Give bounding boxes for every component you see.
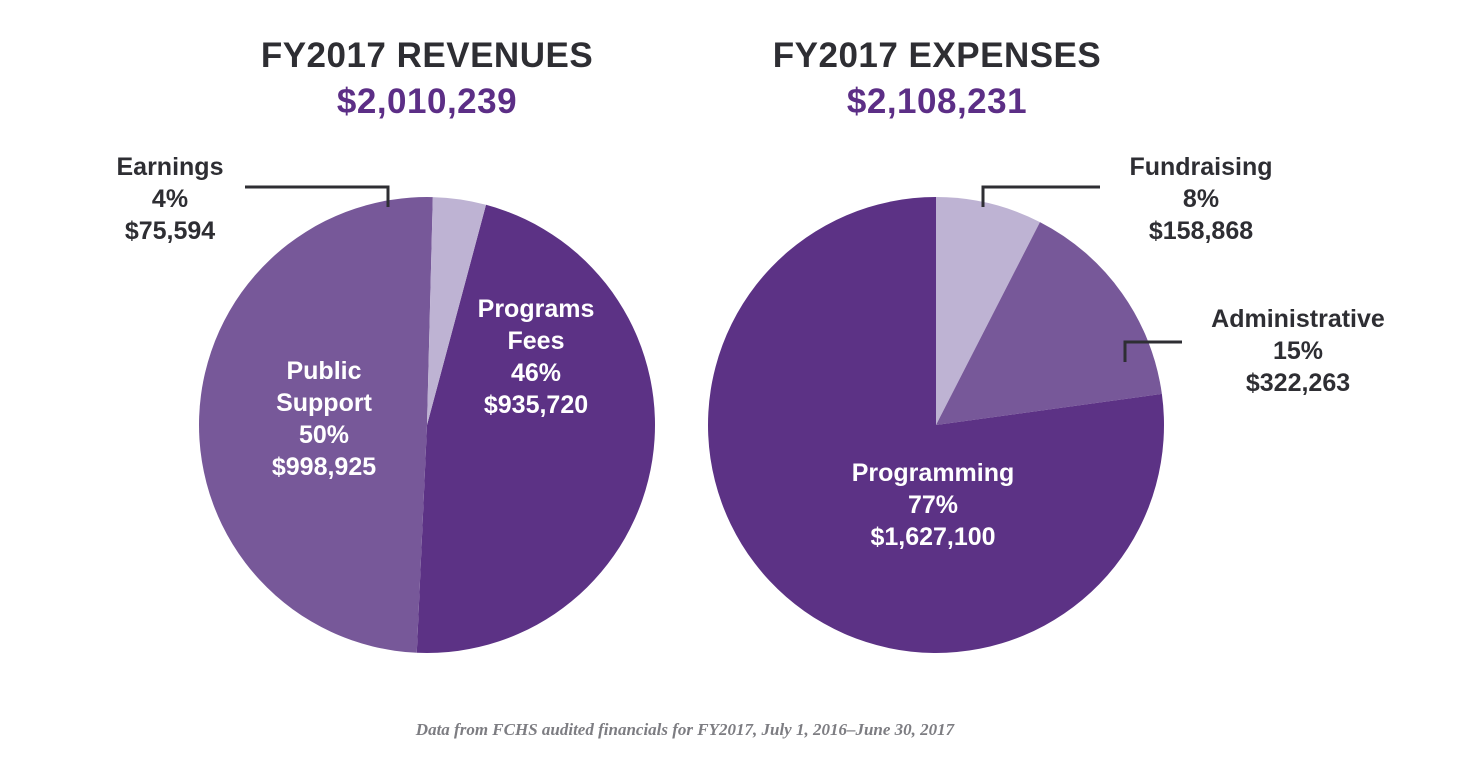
slice-amount-programming: $1,627,100 [870, 523, 995, 551]
slice-percent-programs-fees: 46% [511, 359, 561, 387]
slice-amount-fundraising: $158,868 [1149, 217, 1253, 245]
revenues-total: $2,010,239 [336, 82, 518, 121]
slice-amount-public-support: $998,925 [272, 453, 376, 481]
pie-slice-programs-fees [416, 204, 656, 653]
leader-line-fundraising [981, 185, 1100, 207]
pie-slice-programming [708, 197, 1164, 653]
revenues-title: FY2017 REVENUES [260, 36, 594, 75]
slice-percent-fundraising: 8% [1183, 185, 1219, 213]
slice-label-programming: Programming [852, 459, 1015, 487]
slice-label-programs-fees: Programs [478, 295, 595, 323]
expenses-pie [708, 197, 1164, 653]
slice-percent-public-support: 50% [299, 421, 349, 449]
leader-line-earnings [245, 185, 390, 207]
slice-amount-programs-fees: $935,720 [484, 391, 588, 419]
slice-amount-administrative: $322,263 [1246, 369, 1350, 397]
data-source-footnote: Data from FCHS audited financials for FY… [415, 720, 955, 739]
pie-slice-fundraising [936, 197, 1040, 425]
pie-slice-public-support [198, 197, 433, 653]
slice-label-public-support: Public [286, 357, 361, 385]
slice-amount-earnings: $75,594 [125, 217, 215, 245]
pie-slice-earnings [427, 197, 487, 425]
leader-line-administrative [1123, 340, 1182, 362]
slice-labels: Programs Fees 46% $935,720 Public Support 50% $… [117, 153, 1385, 551]
slice-percent-programming: 77% [908, 491, 958, 519]
slice-label-earnings: Earnings [117, 153, 224, 181]
slice-label-public-support: Support [276, 389, 372, 417]
revenues-pie [198, 197, 656, 653]
slice-label-administrative: Administrative [1211, 305, 1385, 333]
expenses-total: $2,108,231 [846, 82, 1028, 121]
expenses-title: FY2017 EXPENSES [772, 36, 1102, 75]
leader-lines [245, 185, 1182, 362]
slice-label-fundraising: Fundraising [1129, 153, 1272, 181]
slice-percent-administrative: 15% [1273, 337, 1323, 365]
pie-slice-administrative [936, 222, 1162, 425]
slice-label-programs-fees: Fees [508, 327, 565, 355]
slice-percent-earnings: 4% [152, 185, 188, 213]
